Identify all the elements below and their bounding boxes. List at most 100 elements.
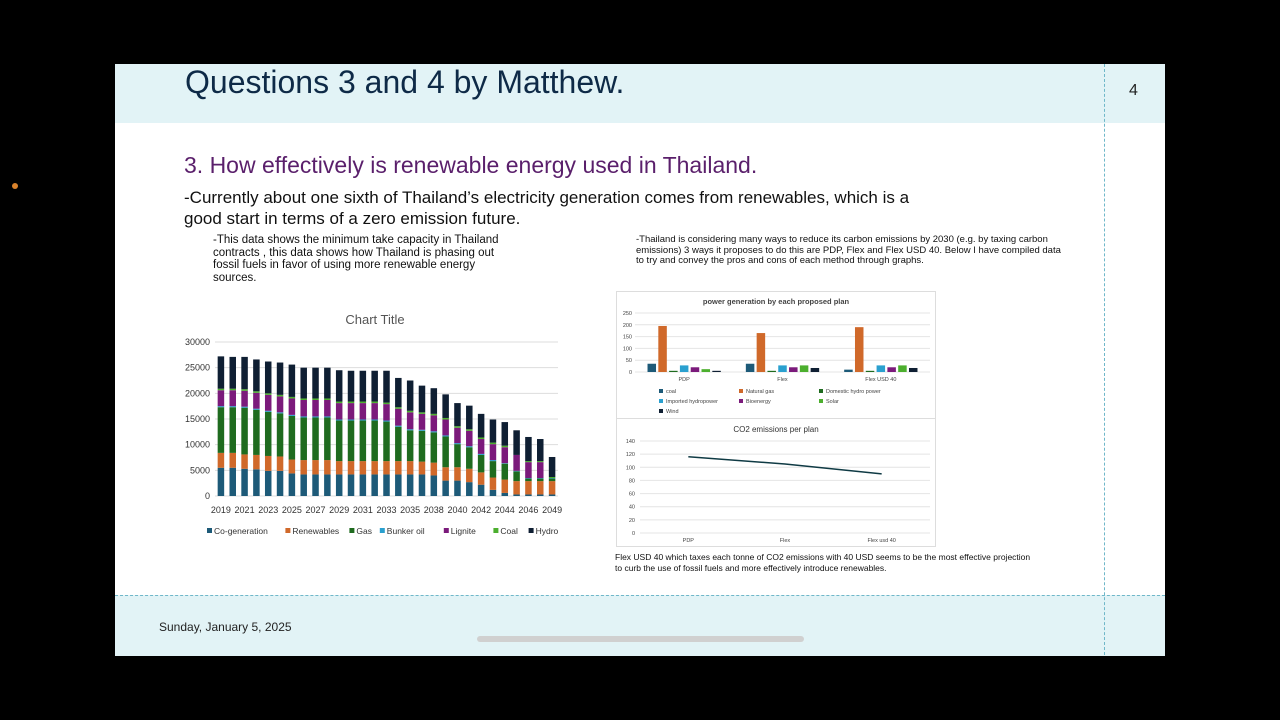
bar-segment-lignite — [442, 419, 449, 436]
bar-segment-coal — [371, 401, 378, 404]
bar — [690, 367, 700, 372]
bar-segment-gas — [335, 420, 343, 462]
y-tick-label: 40 — [629, 505, 635, 511]
bar-segment-bunker-oil — [395, 425, 402, 427]
x-tick-label: 2023 — [258, 505, 278, 515]
bar-segment-lignite — [371, 403, 378, 420]
y-tick-label: 200 — [623, 323, 632, 329]
bar-segment-bunker-oil — [501, 463, 509, 464]
bar-segment-lignite — [513, 454, 520, 471]
bar-segment-gas — [300, 417, 307, 461]
bar-segment-co-generation — [371, 474, 378, 496]
bar-segment-gas — [418, 430, 426, 462]
legend-label: Solar — [826, 399, 839, 405]
y-tick-label: 60 — [629, 492, 635, 498]
y-tick-label: 20 — [629, 518, 635, 524]
bar-segment-gas — [217, 407, 225, 453]
guide-line — [1104, 64, 1105, 655]
bar-segment-coal — [335, 401, 343, 404]
legend-swatch — [739, 389, 743, 393]
bar-segment-lignite — [241, 390, 248, 407]
bar-segment-renewables — [288, 459, 296, 474]
bar-segment-lignite — [466, 430, 473, 447]
legend-swatch — [659, 409, 663, 413]
x-tick-label: 2035 — [400, 505, 420, 515]
bar-segment-renewables — [395, 461, 402, 475]
bar-segment-coal — [466, 429, 473, 431]
x-tick-label: Flex USD 40 — [865, 377, 896, 383]
legend-swatch — [493, 528, 499, 533]
bar-segment-lignite — [300, 400, 307, 417]
bar-segment-coal — [383, 402, 390, 405]
bar-segment-coal — [288, 396, 296, 399]
bar-segment-bunker-oil — [300, 416, 307, 418]
bar-segment-hydro — [442, 394, 449, 418]
legend-swatch — [443, 528, 449, 533]
x-tick-label: Flex — [777, 377, 788, 383]
bar-segment-bunker-oil — [335, 419, 343, 421]
left-note: -This data shows the minimum take capaci… — [213, 234, 499, 284]
bar-segment-gas — [513, 471, 520, 482]
bar-segment-lignite — [229, 390, 236, 407]
conclusion-text: Flex USD 40 which taxes each tonne of CO… — [615, 552, 1031, 573]
bar-segment-co-generation — [288, 473, 296, 496]
legend-swatch — [659, 389, 663, 393]
bar-segment-lignite — [276, 396, 284, 413]
bar-segment-hydro — [288, 364, 296, 397]
bar-segment-bunker-oil — [276, 412, 284, 414]
bar-segment-hydro — [347, 370, 355, 402]
bar — [876, 365, 886, 372]
bar-segment-hydro — [513, 430, 520, 455]
bar-segment-lignite — [477, 439, 485, 454]
bar-segment-renewables — [418, 461, 426, 475]
bar-segment-gas — [359, 420, 367, 462]
x-tick-label: PDP — [683, 538, 695, 544]
y-tick-label: 100 — [623, 346, 632, 352]
bar-segment-hydro — [359, 370, 367, 402]
bar-segment-hydro — [525, 436, 532, 462]
bar — [865, 370, 875, 372]
bar-segment-bunker-oil — [466, 446, 473, 448]
bar-segment-gas — [347, 420, 355, 462]
bar-segment-coal — [430, 413, 438, 416]
y-tick-label: 250 — [623, 311, 632, 317]
bar-segment-co-generation — [442, 480, 449, 496]
legend-swatch — [739, 399, 743, 403]
bar-segment-renewables — [430, 462, 438, 476]
bar-segment-co-generation — [217, 467, 225, 496]
scrollbar[interactable] — [477, 636, 804, 642]
legend-swatch — [819, 389, 823, 393]
legend-label: Domestic hydro power — [826, 389, 881, 395]
bar — [745, 363, 755, 372]
emissions-line — [688, 456, 882, 475]
bar — [799, 365, 809, 372]
bar — [767, 370, 776, 372]
x-tick-label: 2040 — [447, 505, 467, 515]
chart-title: Chart Title — [345, 312, 404, 327]
x-tick-label: 2027 — [306, 505, 326, 515]
body-text: -Currently about one sixth of Thailand’s… — [184, 188, 910, 228]
bar-segment-gas — [525, 478, 532, 482]
slide-date: Sunday, January 5, 2025 — [159, 620, 292, 634]
legend-swatch — [379, 528, 385, 533]
right-note: -Thailand is considering many ways to re… — [636, 234, 1061, 266]
bar-segment-lignite — [264, 394, 272, 411]
bar-segment-coal — [548, 477, 556, 479]
stacked-bar-chart: Chart Title 0 5000 10000 15000 20000 25000 3000… — [185, 312, 562, 536]
section-heading: 3. How effectively is renewable energy u… — [184, 152, 758, 178]
bar-segment-bunker-oil — [229, 406, 236, 408]
bar-segment-co-generation — [229, 467, 236, 496]
bar-segment-coal — [300, 398, 307, 401]
y-tick-label: 150 — [623, 335, 632, 341]
bar-segment-lignite — [383, 404, 390, 421]
bar-segment-hydro — [501, 422, 509, 446]
bar-segment-renewables — [406, 461, 414, 475]
bar-segment-co-generation — [430, 475, 438, 496]
bar-segment-hydro — [537, 439, 544, 462]
legend-swatch — [207, 528, 212, 533]
bar — [669, 370, 678, 372]
bar-segment-gas — [276, 413, 284, 457]
bar-segment-renewables — [347, 461, 355, 475]
bar-segment-renewables — [501, 479, 509, 493]
y-tick-label: 10000 — [185, 440, 210, 450]
